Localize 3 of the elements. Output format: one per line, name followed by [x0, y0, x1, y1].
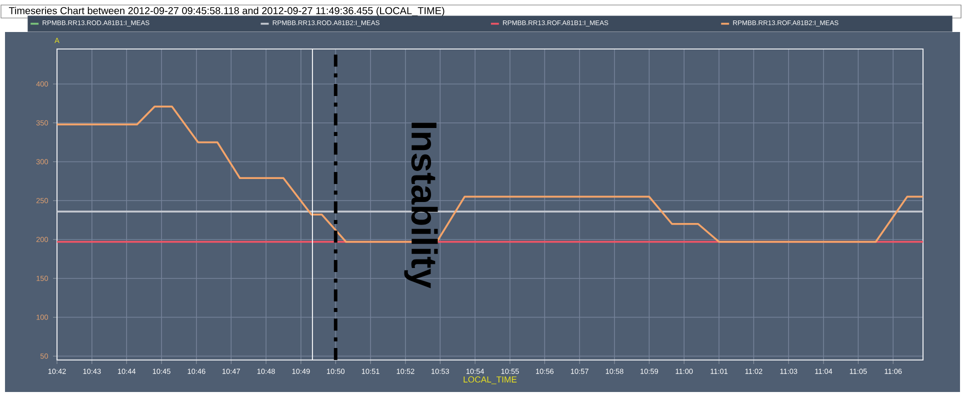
chart-title: Timeseries Chart between 2012-09-27 09:45:58.118 and 2012-09-27 11:49:36.455 (LOCAL_TIME): [8, 6, 444, 16]
x-axis-title: LOCAL_TIME: [464, 376, 517, 384]
ref-line-label: Instability: [404, 122, 438, 288]
